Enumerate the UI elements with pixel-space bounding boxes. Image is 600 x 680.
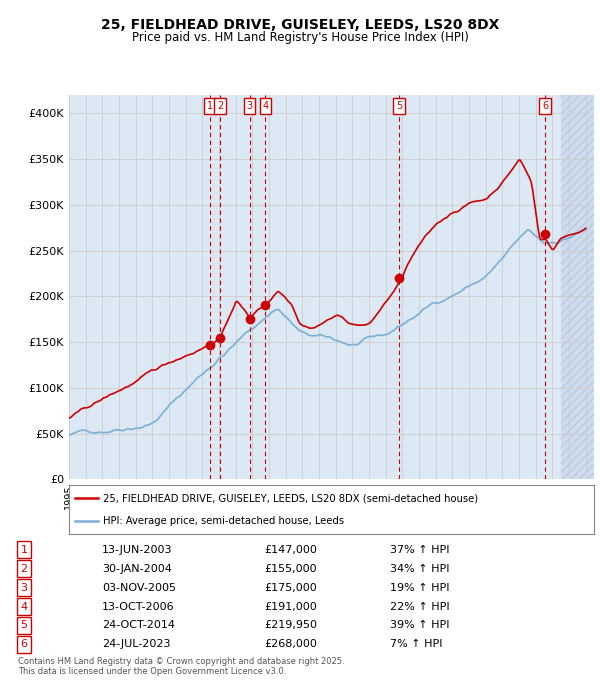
Text: £191,000: £191,000 bbox=[264, 602, 317, 611]
Text: 30-JAN-2004: 30-JAN-2004 bbox=[102, 564, 172, 574]
Text: £219,950: £219,950 bbox=[264, 620, 317, 630]
Text: Price paid vs. HM Land Registry's House Price Index (HPI): Price paid vs. HM Land Registry's House … bbox=[131, 31, 469, 44]
Text: 7% ↑ HPI: 7% ↑ HPI bbox=[390, 639, 443, 649]
Text: 4: 4 bbox=[20, 602, 28, 611]
Text: 6: 6 bbox=[542, 101, 548, 111]
Text: 22% ↑ HPI: 22% ↑ HPI bbox=[390, 602, 449, 611]
Text: £147,000: £147,000 bbox=[264, 545, 317, 555]
Text: 37% ↑ HPI: 37% ↑ HPI bbox=[390, 545, 449, 555]
Text: £175,000: £175,000 bbox=[264, 583, 317, 592]
Text: 2: 2 bbox=[217, 101, 223, 111]
Text: 24-OCT-2014: 24-OCT-2014 bbox=[102, 620, 175, 630]
Text: 24-JUL-2023: 24-JUL-2023 bbox=[102, 639, 170, 649]
Text: 1: 1 bbox=[20, 545, 28, 555]
Text: £155,000: £155,000 bbox=[264, 564, 317, 574]
Text: £268,000: £268,000 bbox=[264, 639, 317, 649]
Text: 25, FIELDHEAD DRIVE, GUISELEY, LEEDS, LS20 8DX (semi-detached house): 25, FIELDHEAD DRIVE, GUISELEY, LEEDS, LS… bbox=[103, 493, 478, 503]
Text: HPI: Average price, semi-detached house, Leeds: HPI: Average price, semi-detached house,… bbox=[103, 515, 344, 526]
Text: 13-JUN-2003: 13-JUN-2003 bbox=[102, 545, 173, 555]
Text: 3: 3 bbox=[247, 101, 253, 111]
Text: 2: 2 bbox=[20, 564, 28, 574]
Text: 03-NOV-2005: 03-NOV-2005 bbox=[102, 583, 176, 592]
Text: 19% ↑ HPI: 19% ↑ HPI bbox=[390, 583, 449, 592]
Text: 34% ↑ HPI: 34% ↑ HPI bbox=[390, 564, 449, 574]
Text: 6: 6 bbox=[20, 639, 28, 649]
Text: 5: 5 bbox=[396, 101, 402, 111]
Text: 39% ↑ HPI: 39% ↑ HPI bbox=[390, 620, 449, 630]
Text: 4: 4 bbox=[262, 101, 269, 111]
Text: 3: 3 bbox=[20, 583, 28, 592]
Text: 1: 1 bbox=[207, 101, 213, 111]
Text: 25, FIELDHEAD DRIVE, GUISELEY, LEEDS, LS20 8DX: 25, FIELDHEAD DRIVE, GUISELEY, LEEDS, LS… bbox=[101, 18, 499, 32]
Text: Contains HM Land Registry data © Crown copyright and database right 2025.
This d: Contains HM Land Registry data © Crown c… bbox=[18, 657, 344, 677]
Text: 13-OCT-2006: 13-OCT-2006 bbox=[102, 602, 175, 611]
Text: 5: 5 bbox=[20, 620, 28, 630]
